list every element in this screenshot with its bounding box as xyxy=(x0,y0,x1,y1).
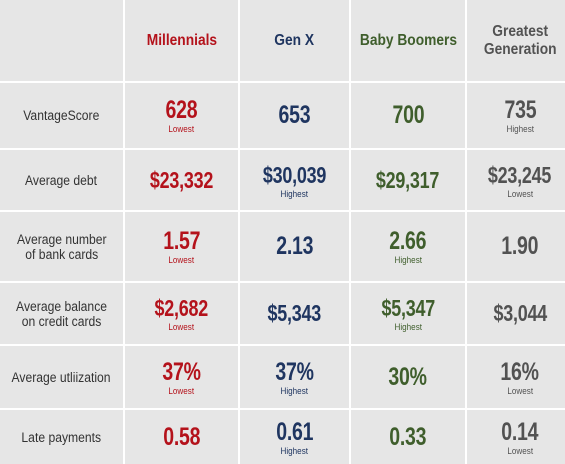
value-note: Lowest xyxy=(168,385,195,396)
value-cell: 0.58 xyxy=(125,410,238,464)
value-cell: $5,343 xyxy=(240,283,349,344)
value: 1.57 xyxy=(162,227,201,255)
value: $3,044 xyxy=(493,300,547,326)
value: $30,039 xyxy=(262,161,327,188)
value-note: Lowest xyxy=(507,385,533,396)
column-header-label: Baby Boomers xyxy=(359,31,457,49)
value: $23,332 xyxy=(149,166,214,193)
value-note: Highest xyxy=(394,322,422,332)
column-header-label: Gen X xyxy=(274,31,315,49)
value-cell: $30,039 Highest xyxy=(240,150,349,210)
value-cell: 0.14 Lowest xyxy=(467,410,565,464)
value: 653 xyxy=(278,101,311,129)
value-note: Highest xyxy=(506,124,534,134)
value-cell: 0.33 xyxy=(351,410,465,464)
value-cell: 628 Lowest xyxy=(125,83,238,148)
value-cell: $2,682 Lowest xyxy=(125,283,238,344)
value-cell: 2.13 xyxy=(240,212,349,281)
value: 0.33 xyxy=(389,422,427,451)
value-note: Lowest xyxy=(168,124,195,134)
value: 2.13 xyxy=(275,232,314,260)
value-cell: 1.57 Lowest xyxy=(125,212,238,281)
value-cell: 735 Highest xyxy=(467,83,565,148)
value-cell: 16% Lowest xyxy=(467,346,565,408)
value-note: Lowest xyxy=(507,445,533,456)
row-label-cell: Late payments xyxy=(0,410,123,464)
value-cell: 653 xyxy=(240,83,349,148)
value-cell: 37% Lowest xyxy=(125,346,238,408)
value-note: Lowest xyxy=(168,322,195,332)
row-label: VantageScore xyxy=(23,108,100,123)
corner-cell xyxy=(0,0,123,81)
value-cell: $23,245 Lowest xyxy=(467,150,565,210)
value-note: Highest xyxy=(394,255,422,265)
value-note: Lowest xyxy=(168,255,195,265)
value: 2.66 xyxy=(389,227,427,255)
value-cell: 0.61 Highest xyxy=(240,410,349,464)
value: 0.58 xyxy=(162,422,201,451)
value: 0.14 xyxy=(501,417,539,446)
value: 0.61 xyxy=(275,417,314,446)
value: 735 xyxy=(504,96,536,124)
row-label: Average utliization xyxy=(11,369,112,385)
value-cell: 30% xyxy=(351,346,465,408)
value: 700 xyxy=(392,101,424,129)
value: 37% xyxy=(275,357,314,386)
value-cell: 700 xyxy=(351,83,465,148)
column-header-label: Millennials xyxy=(146,31,217,49)
value-cell: $5,347 Highest xyxy=(351,283,465,344)
row-label-cell: Average utliization xyxy=(0,346,123,408)
value-note: Highest xyxy=(280,385,309,396)
row-label: Average balance on credit cards xyxy=(16,298,107,329)
value-note: Highest xyxy=(280,445,309,456)
value-cell: 1.90 xyxy=(467,212,565,281)
row-label-cell: Average number of bank cards xyxy=(0,212,123,281)
value: $5,343 xyxy=(267,300,322,326)
value: 30% xyxy=(388,362,428,391)
column-header-millennials: Millennials xyxy=(125,0,238,81)
row-label-cell: VantageScore xyxy=(0,83,123,148)
value: 16% xyxy=(500,357,540,386)
value: $5,347 xyxy=(381,295,435,321)
value-cell: 2.66 Highest xyxy=(351,212,465,281)
value: $29,317 xyxy=(376,166,440,193)
value-note: Lowest xyxy=(507,188,533,199)
value-cell: 37% Highest xyxy=(240,346,349,408)
column-header-genx: Gen X xyxy=(240,0,349,81)
value-note: Highest xyxy=(280,188,309,199)
column-header-greatest: Greatest Generation xyxy=(467,0,565,81)
value: $2,682 xyxy=(154,295,209,321)
value: 628 xyxy=(165,96,198,124)
column-header-label: Greatest Generation xyxy=(483,22,557,58)
value: $23,245 xyxy=(488,161,552,188)
column-header-boomers: Baby Boomers xyxy=(351,0,465,81)
value-cell: $29,317 xyxy=(351,150,465,210)
value-cell: $23,332 xyxy=(125,150,238,210)
value: 37% xyxy=(162,357,201,386)
value: 1.90 xyxy=(501,232,539,260)
row-label: Average debt xyxy=(25,172,98,188)
row-label: Average number of bank cards xyxy=(16,231,107,262)
row-label-cell: Average balance on credit cards xyxy=(0,283,123,344)
row-label-cell: Average debt xyxy=(0,150,123,210)
value-cell: $3,044 xyxy=(467,283,565,344)
row-label: Late payments xyxy=(21,429,102,445)
